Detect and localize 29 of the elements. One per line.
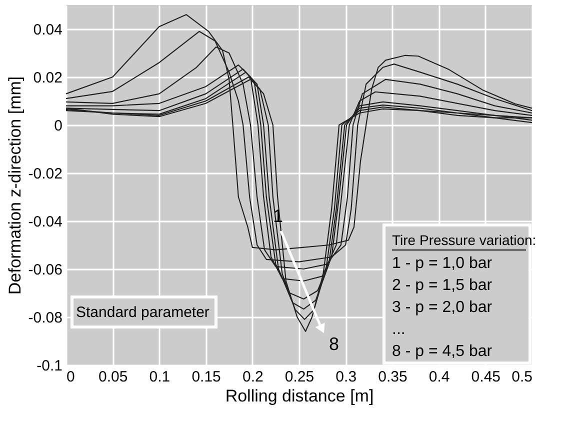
x-tick-label: 0.3 [336, 368, 357, 386]
annotation: 3 - p = 2,0 bar [392, 299, 493, 316]
x-tick-label: 0.2 [242, 368, 264, 386]
y-tick-label: -0.02 [28, 166, 62, 182]
annotation: Tire Pressure variation: [392, 232, 536, 248]
annotation: 8 - p = 4,5 bar [392, 343, 493, 360]
annotation: 8 [328, 334, 340, 354]
annotation: Standard parameter [76, 304, 210, 321]
y-tick-label: 0.02 [33, 70, 62, 86]
y-tick-label: 0 [54, 118, 62, 134]
x-tick-label: 0.25 [284, 368, 314, 386]
x-tick-label: 0.5 [512, 368, 532, 386]
y-tick-label: -0.06 [28, 262, 62, 278]
annotation: ... [392, 321, 406, 338]
annotation: 2 - p = 1,5 bar [392, 277, 493, 294]
x-axis-title: Rolling distance [m] [225, 386, 374, 406]
x-tick-label: 0.45 [471, 368, 500, 386]
annotation: 1 - p = 1,0 bar [392, 255, 493, 272]
x-tick-label: 0.4 [428, 368, 450, 386]
x-tick-label: 0.1 [149, 368, 170, 386]
x-tick-label: 0 [66, 368, 75, 386]
y-axis-title: Deformation z-direction [mm] [5, 76, 24, 295]
y-tick-label: -0.04 [28, 214, 62, 230]
x-tick-label: 0.05 [98, 368, 128, 386]
y-tick-label: -0.1 [36, 358, 62, 374]
y-tick-label: -0.08 [28, 310, 62, 326]
x-tick-label: 0.35 [378, 368, 408, 386]
y-tick-label: 0.04 [33, 22, 62, 38]
x-tick-label: 0.15 [192, 368, 221, 386]
